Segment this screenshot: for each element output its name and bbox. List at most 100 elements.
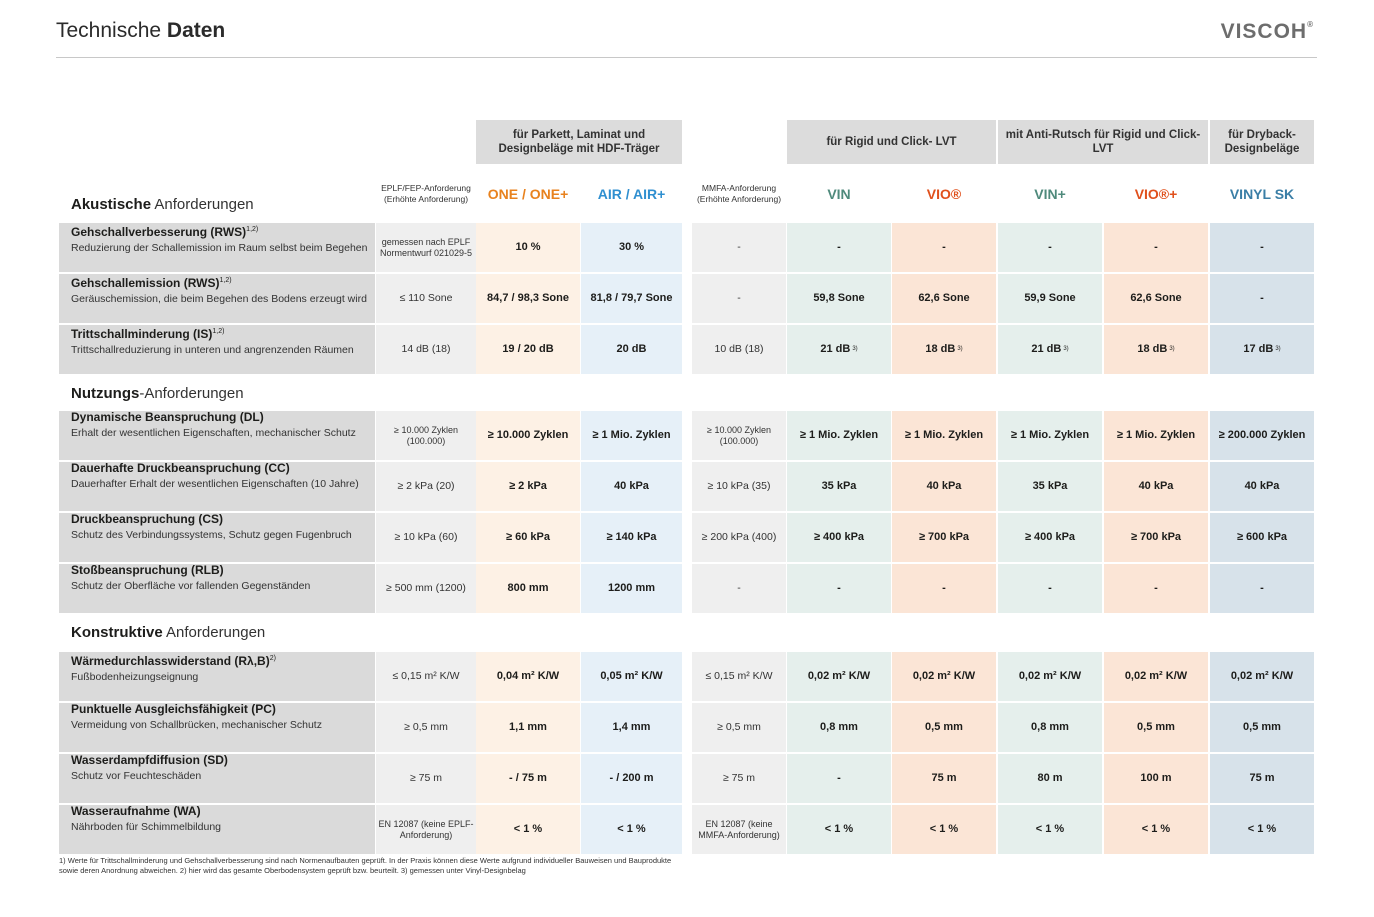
cell-sk: 0,02 m² K/W [1210,652,1314,701]
table-row: Gehschallemission (RWS)1,2) Geräuschemiss… [0,274,1374,323]
group-header-rigid: für Rigid und Click- LVT [787,120,996,164]
table-row: Gehschallverbesserung (RWS)1,2) Reduzieru… [0,223,1374,272]
cell-vin: - [787,754,891,803]
cell-vio: 0,5 mm [892,703,996,752]
row-description: Reduzierung der Schallemission im Raum s… [71,242,368,254]
cell-req1: ≥ 2 kPa (20) [376,462,476,511]
cell-sk: - [1210,274,1314,323]
cell-air: 1,4 mm [581,703,682,752]
row-description: Vermeidung von Schallbrücken, mechanisch… [71,719,322,731]
table-row: Dauerhafte Druckbeanspruchung (CC) Dauerh… [0,462,1374,511]
section-heading-konstruktiv: Konstruktive Anforderungen [71,624,266,641]
table-row: Punktuelle Ausgleichsfähigkeit (PC) Verme… [0,703,1374,752]
cell-viop: < 1 % [1104,805,1208,854]
col-header-one: ONE / ONE+ [487,186,569,202]
row-description: Trittschallreduzierung in unteren und an… [71,344,354,356]
cell-req1: ≤ 0,15 m² K/W [376,652,476,701]
cell-air: 30 % [581,223,682,272]
cell-viop: 62,6 Sone [1104,274,1208,323]
cell-vinp: - [998,223,1102,272]
table-row: Druckbeanspruchung (CS) Schutz des Verbin… [0,513,1374,562]
cell-air: 0,05 m² K/W [581,652,682,701]
table-row: Wasserdampfdiffusion (SD) Schutz vor Feuc… [0,754,1374,803]
cell-air: 40 kPa [581,462,682,511]
row-label: Gehschallemission (RWS)1,2) Geräuschemiss… [59,274,375,323]
cell-req1: EN 12087 (keine EPLF-Anforderung) [376,805,476,854]
cell-req1: ≥ 10.000 Zyklen (100.000) [376,411,476,460]
cell-viop: 40 kPa [1104,462,1208,511]
row-label: Gehschallverbesserung (RWS)1,2) Reduzieru… [59,223,375,272]
cell-air: ≥ 1 Mio. Zyklen [581,411,682,460]
cell-req2: ≥ 10 kPa (35) [692,462,786,511]
row-title: Gehschallverbesserung (RWS)1,2) [71,225,259,239]
cell-req1: ≤ 110 Sone [376,274,476,323]
cell-req1: ≥ 75 m [376,754,476,803]
row-title: Punktuelle Ausgleichsfähigkeit (PC) [71,702,276,716]
cell-req2: EN 12087 (keine MMFA-Anforderung) [692,805,786,854]
table-row: Stoßbeanspruchung (RLB) Schutz der Oberfl… [0,564,1374,613]
row-description: Dauerhafter Erhalt der wesentlichen Eige… [71,478,359,490]
table-row: Wärmedurchlasswiderstand (Rλ,B)2) Fußbode… [0,652,1374,701]
cell-vin: - [787,223,891,272]
cell-vio: < 1 % [892,805,996,854]
cell-one: 800 mm [476,564,580,613]
table-row: Trittschallminderung (IS)1,2) Trittschall… [0,325,1374,374]
cell-air: 20 dB [581,325,682,374]
row-label: Wärmedurchlasswiderstand (Rλ,B)2) Fußbode… [59,652,375,701]
cell-air: 81,8 / 79,7 Sone [581,274,682,323]
row-title: Stoßbeanspruchung (RLB) [71,563,224,577]
cell-req2: - [692,274,786,323]
row-label: Punktuelle Ausgleichsfähigkeit (PC) Verme… [59,703,375,752]
cell-one: 1,1 mm [476,703,580,752]
row-title: Dauerhafte Druckbeanspruchung (CC) [71,461,290,475]
row-title: Wasserdampfdiffusion (SD) [71,753,228,767]
cell-vinp: 0,8 mm [998,703,1102,752]
cell-air: 1200 mm [581,564,682,613]
section-heading-akustik: Akustische Anforderungen [71,196,254,213]
cell-vin: < 1 % [787,805,891,854]
section-heading-nutzung: Nutzungs-Anforderungen [71,385,244,402]
cell-req1: gemessen nach EPLF Normentwurf 021029-5 [376,223,476,272]
col-header-eplf: EPLF/FEP-Anforderung (Erhöhte Anforderun… [381,183,471,204]
cell-sk: - [1210,564,1314,613]
row-title: Wärmedurchlasswiderstand (Rλ,B)2) [71,654,276,668]
cell-one: - / 75 m [476,754,580,803]
cell-sk: ≥ 200.000 Zyklen [1210,411,1314,460]
cell-req1: ≥ 10 kPa (60) [376,513,476,562]
cell-vio: 40 kPa [892,462,996,511]
cell-vin: 0,8 mm [787,703,891,752]
cell-req1: 14 dB (18) [376,325,476,374]
cell-vio: 0,02 m² K/W [892,652,996,701]
row-description: Erhalt der wesentlichen Eigenschaften, m… [71,427,356,439]
cell-vio: ≥ 700 kPa [892,513,996,562]
cell-sk: 40 kPa [1210,462,1314,511]
row-title: Gehschallemission (RWS)1,2) [71,276,232,290]
row-label: Trittschallminderung (IS)1,2) Trittschall… [59,325,375,374]
col-header-vinylsk: VINYL SK [1229,186,1295,202]
table-row: Wasseraufnahme (WA) Nährboden für Schimme… [0,805,1374,854]
row-title: Wasseraufnahme (WA) [71,804,201,818]
cell-sk: ≥ 600 kPa [1210,513,1314,562]
cell-vio: 62,6 Sone [892,274,996,323]
cell-vinp: 0,02 m² K/W [998,652,1102,701]
cell-viop: - [1104,564,1208,613]
row-label: Druckbeanspruchung (CS) Schutz des Verbin… [59,513,375,562]
row-description: Fußbodenheizungseignung [71,671,199,683]
cell-vinp: 59,9 Sone [998,274,1102,323]
cell-sk: 75 m [1210,754,1314,803]
group-header-antirutsch: mit Anti-Rutsch für Rigid und Click-LVT [998,120,1208,164]
col-header-vioplus: VIO®+ [1134,186,1178,202]
cell-viop: 18 dB 3) [1104,325,1208,374]
col-header-vin: VIN [827,186,851,202]
cell-vinp: 21 dB 3) [998,325,1102,374]
row-label: Stoßbeanspruchung (RLB) Schutz der Oberfl… [59,564,375,613]
cell-req2: ≥ 0,5 mm [692,703,786,752]
cell-air: < 1 % [581,805,682,854]
cell-vio: - [892,564,996,613]
cell-viop: ≥ 1 Mio. Zyklen [1104,411,1208,460]
group-header-hdf: für Parkett, Laminat und Designbeläge mi… [476,120,682,164]
cell-one: ≥ 60 kPa [476,513,580,562]
col-header-mmfa: MMFA-Anforderung (Erhöhte Anforderung) [696,183,782,204]
cell-viop: - [1104,223,1208,272]
cell-vin: 21 dB 3) [787,325,891,374]
